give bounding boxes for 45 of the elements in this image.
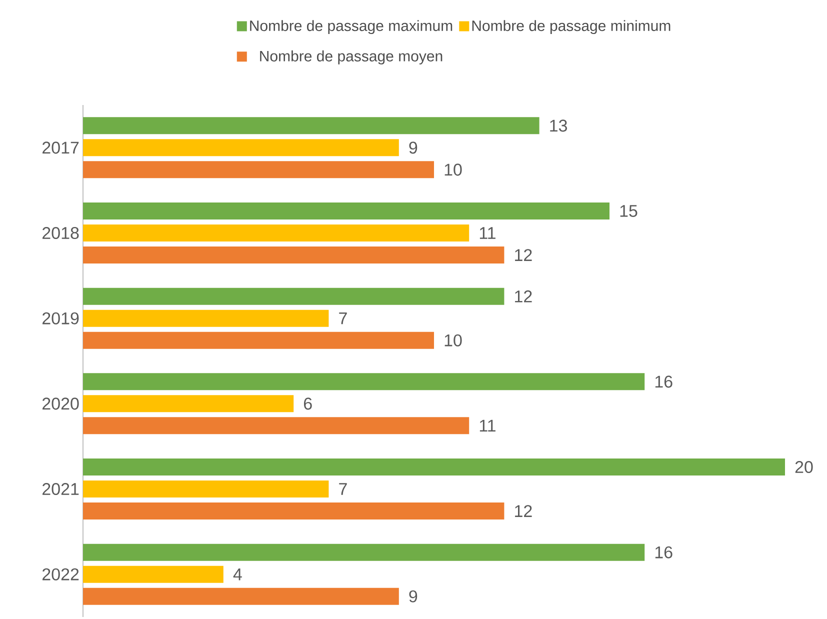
data-label: 9 <box>409 142 418 154</box>
data-label: 11 <box>480 227 496 239</box>
bar <box>83 246 504 264</box>
bar <box>83 161 434 178</box>
data-label: 10 <box>444 164 462 176</box>
bar <box>83 117 540 134</box>
bar <box>83 224 470 242</box>
data-label: 6 <box>304 398 312 410</box>
legend-label: Nombre de passage maximum <box>250 20 452 34</box>
data-label: 12 <box>515 249 532 261</box>
bar <box>83 417 470 434</box>
y-tick-label: 2022 <box>42 568 79 580</box>
y-tick-label: 2017 <box>42 142 79 154</box>
bar <box>83 544 645 561</box>
legend-label: Nombre de passage minimum <box>472 20 670 34</box>
data-label: 9 <box>409 590 418 602</box>
data-label: 13 <box>550 120 567 132</box>
legend-label: Nombre de passage moyen <box>260 50 442 64</box>
data-label: 16 <box>655 376 672 388</box>
data-label: 20 <box>795 460 813 474</box>
bar <box>83 202 610 220</box>
data-label: 16 <box>655 546 672 558</box>
data-label: 7 <box>339 483 347 495</box>
data-label: 12 <box>515 505 532 517</box>
y-tick-label: 2018 <box>42 226 79 240</box>
y-tick-label: 2021 <box>42 482 79 496</box>
y-tick-label: 2019 <box>42 312 79 324</box>
data-label: 15 <box>620 205 638 217</box>
bar <box>83 395 294 412</box>
bar <box>83 588 399 605</box>
bar <box>83 502 504 520</box>
data-label: 12 <box>515 290 532 302</box>
bar <box>83 139 399 156</box>
bar <box>83 566 224 583</box>
bar <box>83 458 786 476</box>
bar <box>83 332 434 349</box>
bar <box>83 373 645 390</box>
bar <box>83 310 329 327</box>
bar <box>83 480 329 498</box>
data-label: 11 <box>480 420 496 432</box>
bar <box>83 288 504 305</box>
y-tick-label: 2020 <box>42 398 79 410</box>
data-label: 7 <box>339 312 347 324</box>
data-label: 10 <box>444 334 462 346</box>
data-label: 4 <box>233 568 242 580</box>
